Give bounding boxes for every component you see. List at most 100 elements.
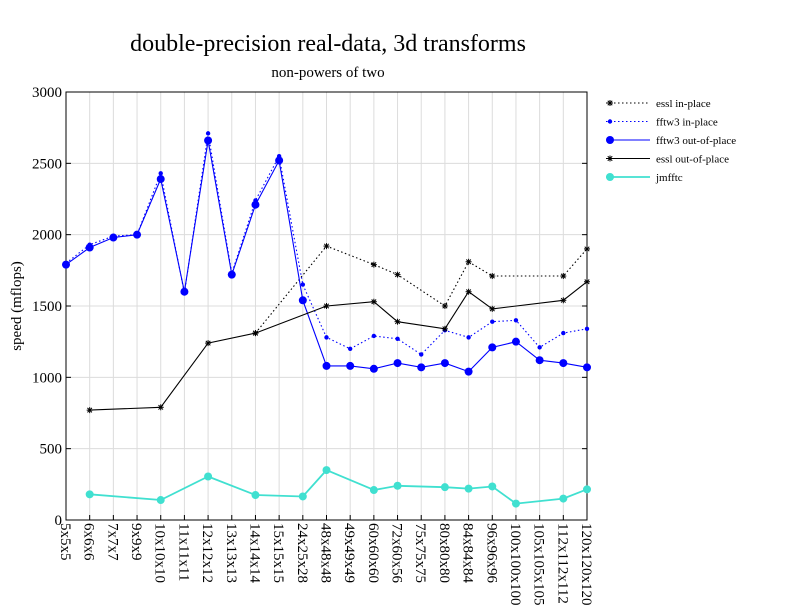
- data-point: [298, 296, 307, 305]
- chart-title: double-precision real-data, 3d transform…: [130, 31, 526, 57]
- data-point: [156, 175, 165, 184]
- data-point: [300, 282, 306, 287]
- x-tick-label: 60x60x60: [365, 523, 381, 583]
- data-point: [464, 367, 473, 376]
- y-axis-ticks: 0 500 1000 1500 2000 2500 3000: [32, 85, 587, 529]
- x-tick-label: 7x7x7: [104, 523, 120, 561]
- data-point: [584, 326, 590, 332]
- series-2: [62, 136, 591, 376]
- data-point: [369, 486, 378, 495]
- y-tick-label: 1000: [32, 370, 62, 386]
- data-point: [371, 333, 377, 339]
- data-point: [324, 335, 329, 340]
- data-point: [85, 490, 94, 499]
- data-point: [465, 288, 472, 295]
- data-point: [466, 335, 471, 340]
- x-tick-label: 48x48x48: [318, 523, 334, 583]
- data-point: [205, 340, 212, 347]
- data-point: [561, 330, 566, 336]
- series-line: [89, 469, 588, 505]
- x-tick-label: 14x14x14: [246, 523, 262, 584]
- data-point: [584, 245, 590, 252]
- data-point: [133, 230, 142, 239]
- data-point: [251, 200, 260, 209]
- data-point: [465, 258, 472, 265]
- data-point: [323, 243, 330, 250]
- y-tick-label: 3000: [32, 85, 62, 101]
- data-point: [583, 485, 591, 494]
- data-point: [584, 278, 590, 285]
- data-point: [86, 407, 93, 414]
- data-point: [85, 243, 94, 252]
- legend-label: jmfftc: [655, 172, 683, 184]
- x-tick-label: 96x96x96: [483, 523, 499, 584]
- data-point: [180, 287, 189, 296]
- data-point: [370, 298, 377, 305]
- legend-item: fftw3 in-place: [606, 117, 718, 129]
- y-tick-label: 2500: [32, 156, 62, 172]
- data-point: [440, 359, 449, 368]
- data-point: [441, 303, 448, 309]
- data-point: [490, 319, 495, 324]
- x-tick-label: 112x112x112: [554, 523, 570, 604]
- data-point: [511, 499, 520, 508]
- legend: essl in-place fftw3 in-place fftw3 out-of-…: [606, 98, 736, 184]
- series-line: [89, 281, 588, 411]
- series-0: [252, 243, 590, 337]
- legend-item: essl in-place: [606, 98, 711, 110]
- data-point: [511, 337, 520, 346]
- data-point: [417, 363, 426, 372]
- data-point: [559, 494, 568, 503]
- legend-marker: [606, 173, 614, 181]
- data-point: [419, 352, 424, 357]
- data-point: [513, 318, 519, 323]
- data-point: [393, 359, 402, 368]
- data-point: [560, 297, 567, 304]
- data-point: [560, 273, 567, 280]
- legend-marker: [607, 155, 613, 162]
- x-tick-label: 72x60x56: [389, 523, 405, 584]
- y-tick-label: 2000: [32, 228, 62, 244]
- x-axis-ticks: 5x5x5 6x6x6 7x7x7 9x9x9 10x10x10 11x11x11 12x1…: [57, 515, 594, 606]
- x-tick-label: 5x5x5: [57, 523, 73, 561]
- legend-marker: [607, 100, 613, 106]
- data-point: [346, 361, 355, 370]
- legend-item: fftw3 out-of-place: [606, 135, 736, 147]
- x-tick-label: 11x11x11: [175, 523, 191, 581]
- data-point: [537, 345, 542, 350]
- data-point: [227, 270, 236, 279]
- x-tick-label: 6x6x6: [81, 523, 97, 561]
- data-point: [489, 305, 496, 312]
- data-point: [488, 343, 497, 352]
- x-tick-label: 100x100x100: [507, 523, 523, 606]
- data-point: [559, 359, 568, 368]
- y-tick-label: 0: [55, 513, 63, 529]
- data-point: [394, 271, 401, 278]
- series-layer: [62, 131, 591, 508]
- data-point: [347, 346, 353, 351]
- data-point: [157, 404, 164, 411]
- series-3: [86, 278, 590, 414]
- data-point: [298, 492, 307, 501]
- x-tick-label: 15x15x15: [270, 523, 286, 583]
- data-point: [322, 361, 331, 370]
- data-point: [205, 131, 211, 136]
- x-tick-label: 9x9x9: [128, 523, 144, 561]
- x-tick-label: 120x120x120: [578, 523, 594, 606]
- data-point: [394, 318, 401, 325]
- data-point: [251, 491, 260, 500]
- data-point: [204, 136, 213, 145]
- data-point: [440, 483, 449, 492]
- data-point: [393, 481, 402, 490]
- chart-subtitle: non-powers of two: [271, 65, 384, 81]
- x-tick-label: 80x80x80: [436, 523, 452, 583]
- data-point: [489, 273, 496, 280]
- data-point: [275, 156, 284, 165]
- data-point: [109, 233, 118, 242]
- y-tick-label: 1500: [32, 299, 62, 315]
- series-4: [85, 466, 591, 508]
- data-point: [62, 260, 70, 269]
- legend-marker: [606, 136, 614, 144]
- x-tick-label: 13x13x13: [223, 523, 239, 583]
